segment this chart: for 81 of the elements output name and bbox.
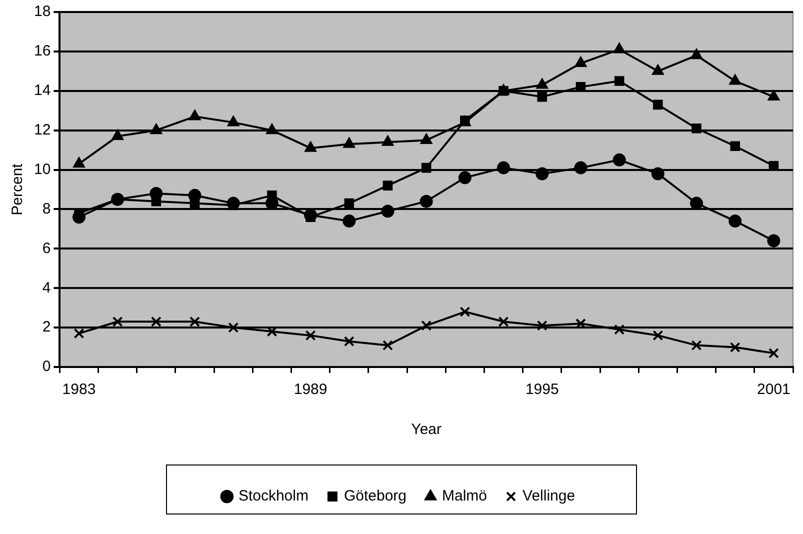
point xyxy=(652,64,664,75)
point xyxy=(421,162,432,173)
point xyxy=(767,234,780,248)
point xyxy=(304,208,318,222)
point xyxy=(691,340,702,351)
point xyxy=(690,48,702,60)
point xyxy=(112,130,124,140)
point xyxy=(382,180,393,190)
legend-label: Vellinge xyxy=(522,488,576,505)
point xyxy=(304,142,316,152)
point xyxy=(228,322,239,333)
point xyxy=(420,194,433,208)
point xyxy=(74,328,84,339)
point xyxy=(536,78,548,89)
point xyxy=(497,161,510,174)
point xyxy=(460,306,470,318)
x-tick-label: 2001 xyxy=(757,381,790,398)
point xyxy=(72,210,86,224)
y-tick-label: 4 xyxy=(42,279,51,296)
legend-label: Malmö xyxy=(442,488,488,505)
point xyxy=(420,134,432,144)
legend-label: Stockholm xyxy=(238,488,308,505)
y-tick-label: 18 xyxy=(34,3,51,20)
y-tick-label: 6 xyxy=(42,240,51,257)
point xyxy=(150,124,162,134)
x-axis-title: Year xyxy=(411,421,442,438)
point xyxy=(265,196,278,210)
point xyxy=(188,188,202,202)
y-tick-label: 14 xyxy=(34,82,51,100)
point xyxy=(728,214,742,228)
point xyxy=(498,316,509,327)
point xyxy=(150,316,162,327)
point xyxy=(112,316,123,327)
point xyxy=(653,100,663,110)
point xyxy=(73,157,85,168)
point xyxy=(381,204,394,218)
point xyxy=(460,116,470,126)
legend-label: Göteborg xyxy=(344,488,407,505)
point xyxy=(614,324,625,335)
point xyxy=(729,74,741,85)
point xyxy=(536,320,548,331)
point xyxy=(652,330,664,341)
point xyxy=(537,92,548,102)
point xyxy=(614,76,624,86)
point xyxy=(226,196,240,210)
point xyxy=(342,214,356,228)
y-tick-label: 2 xyxy=(42,318,51,336)
point xyxy=(768,90,780,101)
point xyxy=(458,171,472,184)
y-axis-title: Percent xyxy=(9,162,26,216)
point xyxy=(536,167,549,180)
point xyxy=(382,340,393,351)
point xyxy=(344,198,354,208)
y-tick-label: 16 xyxy=(34,42,51,60)
y-tick-label: 12 xyxy=(34,121,51,138)
point xyxy=(266,124,278,134)
x-tick-label: 1989 xyxy=(294,381,328,398)
point xyxy=(614,42,626,54)
point xyxy=(574,56,586,68)
y-tick-label: 10 xyxy=(34,160,51,178)
point xyxy=(768,348,779,358)
point xyxy=(730,342,740,353)
point xyxy=(574,161,588,174)
point xyxy=(150,186,163,200)
point xyxy=(189,110,201,120)
point xyxy=(305,330,316,341)
point xyxy=(344,336,354,347)
point xyxy=(690,196,704,210)
point xyxy=(343,138,355,148)
x-tick-label: 1995 xyxy=(525,381,559,398)
point xyxy=(190,316,200,327)
y-tick-label: 0 xyxy=(42,358,51,376)
point xyxy=(692,123,702,134)
x-tick-label: 1983 xyxy=(62,381,96,398)
point xyxy=(612,153,626,166)
point xyxy=(730,141,740,151)
point xyxy=(421,320,432,331)
point xyxy=(651,167,664,180)
y-tick-label: 8 xyxy=(42,200,51,218)
point xyxy=(382,136,394,146)
point xyxy=(228,116,240,126)
